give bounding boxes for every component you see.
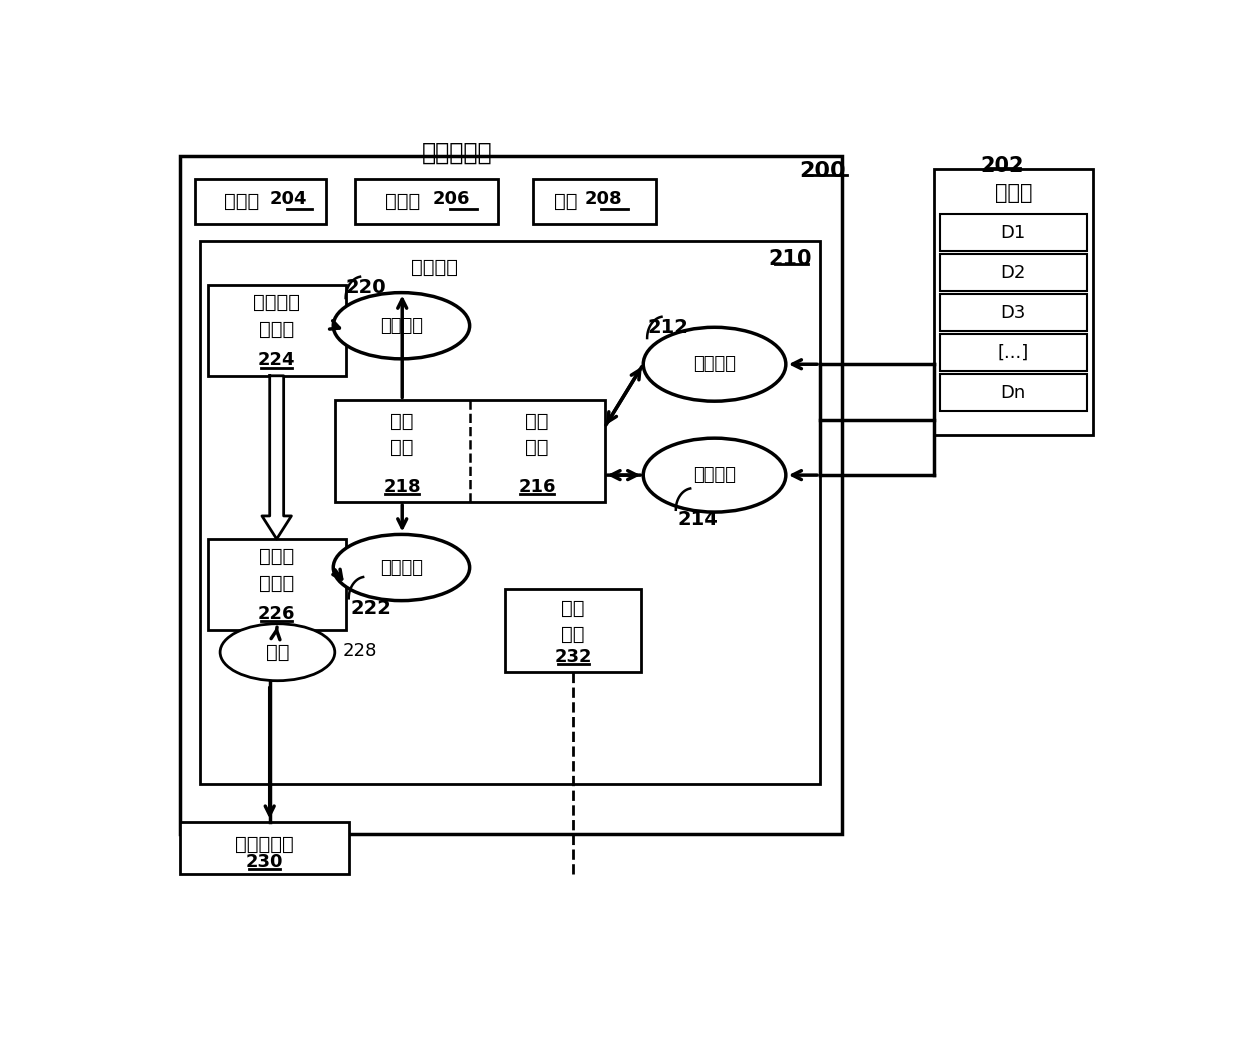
- Ellipse shape: [644, 438, 786, 513]
- Text: 测试特征: 测试特征: [379, 558, 423, 576]
- FancyBboxPatch shape: [207, 285, 346, 376]
- Text: 文档
检索: 文档 检索: [526, 412, 549, 457]
- Text: 训练的
分类器: 训练的 分类器: [259, 548, 294, 593]
- Text: 202: 202: [980, 156, 1023, 176]
- Text: 控制
模块: 控制 模块: [562, 598, 585, 644]
- Text: 训练特征: 训练特征: [379, 317, 423, 335]
- Text: 计算机系统: 计算机系统: [422, 141, 492, 165]
- FancyBboxPatch shape: [934, 169, 1092, 435]
- Text: D2: D2: [1001, 264, 1025, 282]
- Ellipse shape: [221, 624, 335, 681]
- Text: 224: 224: [258, 352, 295, 370]
- Text: 232: 232: [554, 648, 591, 666]
- Text: 未训练的
分类器: 未训练的 分类器: [253, 293, 300, 339]
- Text: 226: 226: [258, 606, 295, 624]
- Ellipse shape: [334, 535, 470, 600]
- Text: 230: 230: [246, 852, 283, 870]
- Text: 特征
提取: 特征 提取: [391, 412, 414, 457]
- FancyBboxPatch shape: [200, 241, 820, 784]
- FancyBboxPatch shape: [180, 157, 842, 833]
- Text: 接口: 接口: [554, 193, 578, 211]
- FancyBboxPatch shape: [533, 179, 656, 225]
- Ellipse shape: [644, 327, 786, 401]
- Text: 228: 228: [342, 642, 377, 660]
- FancyBboxPatch shape: [940, 214, 1086, 251]
- Text: 存储器: 存储器: [386, 193, 420, 211]
- FancyBboxPatch shape: [940, 374, 1086, 411]
- Polygon shape: [262, 376, 291, 539]
- Text: Dn: Dn: [1001, 383, 1025, 401]
- Text: 训练文档: 训练文档: [693, 355, 737, 373]
- Text: 212: 212: [647, 318, 688, 337]
- Text: D3: D3: [1001, 304, 1025, 322]
- Text: 218: 218: [383, 478, 422, 496]
- Text: 220: 220: [346, 277, 386, 297]
- Text: 222: 222: [350, 598, 391, 617]
- Text: 准确性评估: 准确性评估: [234, 836, 294, 855]
- FancyBboxPatch shape: [180, 822, 348, 874]
- FancyBboxPatch shape: [207, 539, 346, 630]
- Text: 处理器: 处理器: [224, 193, 259, 211]
- FancyBboxPatch shape: [355, 179, 498, 225]
- Ellipse shape: [334, 292, 470, 359]
- Text: 208: 208: [584, 190, 621, 208]
- Text: 测试文档: 测试文档: [693, 466, 737, 484]
- Text: 210: 210: [769, 249, 812, 269]
- Text: 216: 216: [518, 478, 556, 496]
- Text: 206: 206: [433, 190, 470, 208]
- Text: 214: 214: [677, 510, 718, 530]
- FancyBboxPatch shape: [940, 254, 1086, 291]
- FancyBboxPatch shape: [940, 335, 1086, 371]
- Text: [...]: [...]: [998, 344, 1029, 362]
- FancyBboxPatch shape: [506, 589, 641, 672]
- FancyBboxPatch shape: [335, 400, 605, 502]
- Text: 预测: 预测: [265, 643, 289, 662]
- Text: 204: 204: [269, 190, 308, 208]
- Text: 数据库: 数据库: [994, 183, 1032, 203]
- Text: D1: D1: [1001, 223, 1025, 241]
- Text: 200: 200: [800, 161, 847, 181]
- FancyBboxPatch shape: [940, 294, 1086, 331]
- FancyBboxPatch shape: [196, 179, 325, 225]
- Text: 存储介质: 存储介质: [410, 258, 458, 277]
